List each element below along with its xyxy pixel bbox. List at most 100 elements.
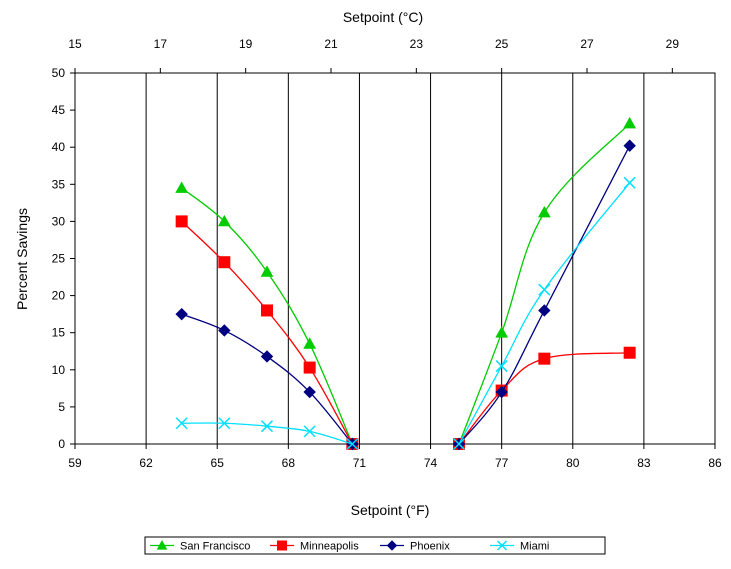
data-point-x-stroke	[303, 425, 316, 438]
data-point-triangle	[260, 265, 274, 277]
data-point-x-stroke	[218, 417, 231, 430]
y-tick-label: 15	[52, 326, 66, 340]
y-tick-label: 10	[52, 363, 66, 377]
y-tick-label: 20	[52, 289, 66, 303]
data-point-x-stroke	[175, 417, 188, 430]
legend-label: San Francisco	[180, 541, 250, 553]
data-point-diamond	[175, 307, 188, 321]
legend-label: Minneapolis	[300, 541, 359, 553]
data-point-square	[175, 215, 188, 228]
data-point-diamond	[495, 385, 508, 399]
data-point-diamond	[218, 324, 231, 337]
y-tick-label: 40	[52, 140, 66, 154]
data-point-diamond	[386, 540, 398, 551]
legend-label: Miami	[520, 541, 549, 553]
y-tick-label: 45	[52, 103, 66, 117]
x-tick-label: 68	[282, 456, 296, 470]
x2-tick-label: 19	[239, 37, 253, 51]
data-point-x-stroke	[538, 283, 551, 296]
y-tick-label: 35	[52, 177, 66, 191]
plot-area-border	[74, 72, 716, 445]
data-point-x	[496, 540, 508, 551]
data-point-x	[175, 417, 188, 430]
data-point-diamond	[538, 304, 551, 317]
series-line	[458, 352, 630, 445]
series-line	[458, 123, 631, 445]
data-point-triangle	[303, 337, 317, 349]
x-tick-label: 62	[139, 456, 153, 470]
data-point-square	[218, 256, 231, 269]
x2-tick-label: 25	[495, 37, 509, 51]
data-point-triangle	[623, 116, 637, 129]
series-line	[458, 182, 631, 445]
data-point-x	[218, 417, 231, 430]
legend-item-san-francisco: San Francisco	[150, 539, 250, 553]
x-tick-label: 86	[708, 456, 722, 470]
x2-axis-title: Setpoint (°C)	[343, 9, 423, 25]
x2-tick-label: 23	[410, 37, 424, 51]
data-point-diamond	[623, 139, 636, 152]
data-point-x	[346, 437, 359, 451]
legend-box	[144, 536, 606, 555]
x2-tick-label: 27	[580, 37, 594, 51]
data-point-x	[452, 437, 466, 451]
x-tick-label: 80	[566, 456, 580, 470]
data-point-x-stroke	[346, 437, 359, 451]
data-point-x	[623, 176, 636, 189]
y-tick-label: 5	[58, 400, 65, 414]
x2-tick-label: 29	[666, 37, 680, 51]
data-point-x-stroke	[452, 437, 466, 451]
series-line	[181, 313, 353, 445]
series-layer	[175, 116, 637, 451]
data-point-square	[277, 540, 287, 551]
data-point-x	[303, 425, 316, 438]
data-point-x-stroke	[260, 420, 274, 433]
data-point-square	[303, 361, 316, 374]
x2-tick-label: 21	[324, 37, 338, 51]
x-tick-label: 74	[424, 456, 438, 470]
x-tick-label: 71	[353, 456, 367, 470]
data-point-x-stroke	[496, 540, 508, 551]
series-phoenix	[175, 139, 636, 451]
data-point-square	[538, 352, 551, 365]
data-point-triangle	[495, 326, 509, 338]
data-point-triangle	[175, 181, 189, 193]
series-line	[181, 187, 353, 445]
y-tick-label: 50	[52, 66, 66, 80]
x2-tick-label: 17	[154, 37, 168, 51]
legend-item-miami: Miami	[490, 540, 549, 553]
x-tick-label: 77	[495, 456, 509, 470]
x-tick-label: 65	[211, 456, 225, 470]
data-point-x-stroke	[623, 176, 636, 189]
data-point-square	[623, 346, 636, 359]
data-point-x	[260, 420, 274, 433]
x-tick-label: 59	[68, 456, 82, 470]
series-line	[458, 145, 631, 445]
legend: San Francisco Minneapolis Phoenix Miami	[144, 536, 606, 555]
legend-item-minneapolis: Minneapolis	[270, 540, 359, 553]
data-point-triangle	[217, 214, 231, 227]
x2-tick-label: 15	[68, 37, 82, 51]
x-tick-label: 83	[637, 456, 651, 470]
data-point-diamond	[260, 350, 274, 363]
y-axis-title: Percent Savings	[14, 208, 30, 310]
y-tick-label: 30	[52, 214, 66, 228]
series-san-francisco	[175, 116, 637, 449]
axes-layer: 59 62 65 68 71 74 77 80 83 86 0 5 10 15 20 25 30 35 40 45 50…	[52, 37, 722, 470]
legend-item-phoenix: Phoenix	[380, 540, 450, 553]
data-point-x	[495, 360, 508, 373]
y-tick-label: 0	[58, 437, 65, 451]
data-point-triangle	[156, 539, 168, 550]
series-minneapolis	[175, 215, 636, 450]
y-tick-label: 25	[52, 252, 66, 266]
legend-label: Phoenix	[410, 541, 450, 553]
data-point-square	[261, 304, 273, 317]
x-axis-title: Setpoint (°F)	[351, 502, 430, 518]
grid-layer	[145, 73, 645, 444]
data-point-x-stroke	[495, 360, 508, 373]
data-point-triangle	[537, 205, 551, 218]
data-point-diamond	[303, 385, 316, 399]
data-point-x	[538, 283, 551, 296]
series-miami	[175, 176, 636, 451]
